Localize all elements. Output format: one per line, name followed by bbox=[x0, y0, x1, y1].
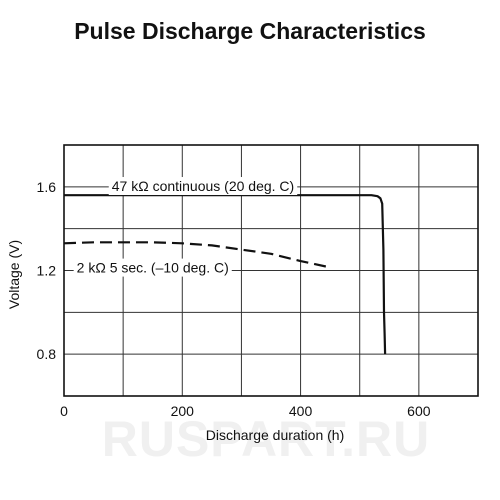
x-tick-label: 200 bbox=[171, 403, 195, 419]
plot-frame bbox=[63, 144, 479, 397]
chart-title: Pulse Discharge Characteristics bbox=[74, 18, 426, 44]
watermark: RUSPART.RU bbox=[101, 411, 431, 467]
series-annotation-1: 47 kΩ continuous (20 deg. C) bbox=[112, 178, 294, 194]
series-line-2 bbox=[63, 241, 331, 269]
x-tick-label: 600 bbox=[407, 403, 431, 419]
x-tick-label: 400 bbox=[289, 403, 313, 419]
annotation-background bbox=[108, 177, 298, 196]
x-tick-label: 0 bbox=[60, 403, 68, 419]
x-axis-label: Discharge duration (h) bbox=[206, 427, 345, 443]
series-annotation-2: 2 kΩ 5 sec. (–10 deg. C) bbox=[77, 260, 229, 276]
y-tick-label: 1.2 bbox=[37, 263, 57, 279]
y-tick-label: 0.8 bbox=[37, 346, 57, 362]
series-line-1 bbox=[64, 194, 387, 355]
y-axis-label: Voltage (V) bbox=[6, 240, 22, 309]
y-tick-label: 1.6 bbox=[37, 179, 57, 195]
annotation-background bbox=[73, 258, 232, 277]
